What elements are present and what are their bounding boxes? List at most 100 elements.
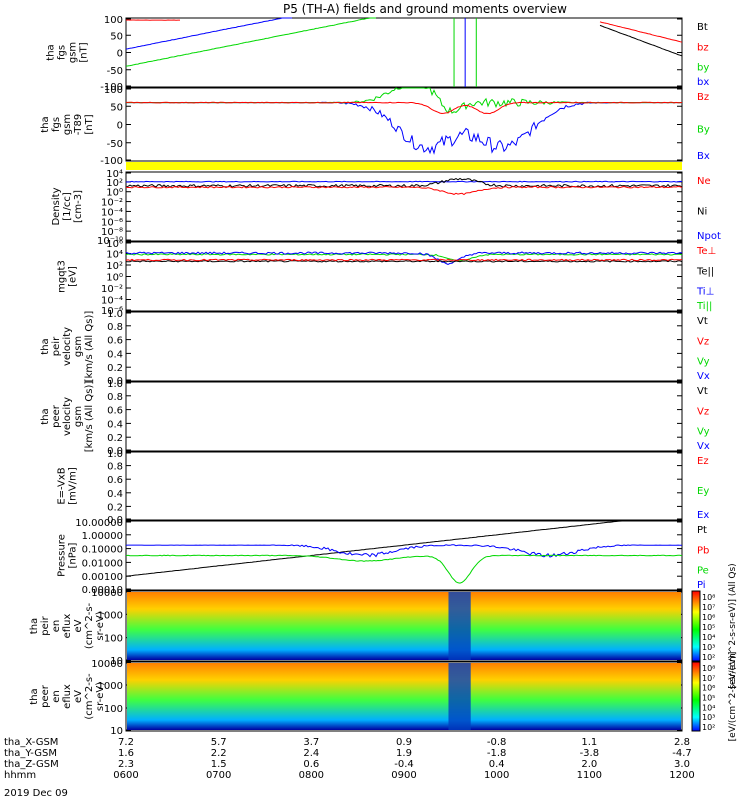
y-tick-label: 100 <box>104 634 123 645</box>
x-axis-value: 1200 <box>669 770 694 781</box>
panel-frame <box>125 311 683 382</box>
y-axis-label-line: tha <box>29 618 40 634</box>
y-axis-label-line: tha <box>40 116 51 132</box>
heatmap-fill <box>127 592 681 660</box>
y-tick-label: 50 <box>110 31 123 42</box>
x-axis-value: 5.7 <box>211 737 227 748</box>
series-bx <box>125 17 292 50</box>
x-axis-value: 7.2 <box>118 737 134 748</box>
x-axis-row-label: tha_X-GSM <box>4 737 58 748</box>
panel-2: tha fgs gsm -T89 [nT] 100 50 0 -50 -100 Bz By Bx <box>40 85 710 170</box>
y-tick-label: 10² <box>106 261 123 272</box>
y-tick-label: -100 <box>100 82 123 93</box>
legend-entry: Ti|| <box>696 301 712 312</box>
colorbar-tick-label: 10⁷ <box>702 603 715 612</box>
y-tick-label: 10⁻² <box>101 198 123 209</box>
x-axis-value: 1.9 <box>396 748 412 759</box>
legend-entry: Ni <box>697 207 707 218</box>
y-axis-label-line: gsm <box>68 42 79 63</box>
y-tick-label: 1000 <box>98 681 123 692</box>
x-axis-value: -0.8 <box>487 737 507 748</box>
y-tick-label: 0.6 <box>107 336 123 347</box>
y-tick-label: 10⁻² <box>101 284 123 295</box>
legend-entry: Ti⊥ <box>696 287 714 298</box>
y-axis-label-line: gsm <box>73 406 84 427</box>
colorbar <box>691 590 701 662</box>
x-axis-value: 1100 <box>577 770 602 781</box>
series-Pi <box>125 544 682 558</box>
x-axis-value: 0800 <box>299 770 324 781</box>
x-axis-value: -1.8 <box>487 748 507 759</box>
legend-entry: Ey <box>697 486 709 497</box>
x-axis-value: 3.7 <box>303 737 319 748</box>
y-tick-label: 0.6 <box>107 406 123 417</box>
y-tick-label: 0.6 <box>107 475 123 486</box>
x-axis-value: 0.4 <box>489 759 505 770</box>
y-axis-label-line: eflux <box>62 684 73 709</box>
series-Bz <box>126 101 683 115</box>
y-axis-label-line: eV <box>73 619 84 632</box>
colorbar <box>691 661 701 732</box>
x-axis-value: 2.8 <box>674 737 690 748</box>
series-bt <box>599 24 683 57</box>
legend-entry: by <box>697 63 709 74</box>
panel-8: Pressure [nPa]10.000001.000000.100000.010… <box>57 518 710 596</box>
y-tick-label: 0.10000 <box>82 545 123 556</box>
y-axis-label-line: [cm-3] <box>73 190 84 223</box>
y-tick-label: 10⁻⁶ <box>101 306 123 317</box>
legend-entry: Vz <box>697 406 709 417</box>
y-tick-label: 10000 <box>91 659 123 670</box>
legend-entry: bz <box>697 42 709 53</box>
date-label: 2019 Dec 09 <box>4 788 68 799</box>
y-axis-label-line: Pressure <box>57 534 68 577</box>
figure-title: P5 (TH-A) fields and ground moments over… <box>283 2 567 16</box>
y-tick-label: 0.4 <box>107 489 123 500</box>
y-tick-label: 0 <box>117 49 123 60</box>
y-axis-label-line: sr-eV) <box>95 682 106 711</box>
y-tick-label: 0.4 <box>107 349 123 360</box>
y-tick-label: 10 <box>110 656 123 667</box>
series-Ti-perp <box>125 251 683 265</box>
series-By <box>126 87 682 114</box>
y-tick-label: 1.0 <box>107 379 123 390</box>
y-axis-label-line: velocity <box>62 397 73 436</box>
y-axis-label-line: [km/s (All Qs)] <box>84 311 95 383</box>
colorbar-tick-label: 10⁶ <box>702 613 715 622</box>
y-axis-label-line: tha <box>29 688 40 704</box>
y-axis-label-line: -T89 <box>73 114 84 136</box>
legend-entry: Ez <box>697 456 709 467</box>
legend-entry: Vx <box>697 371 710 382</box>
y-tick-label: 50 <box>110 102 123 113</box>
y-tick-label: 0.2 <box>107 433 123 444</box>
x-axis-value: -0.4 <box>394 759 414 770</box>
y-axis-label-line: tha <box>40 408 51 424</box>
x-axis-row-label: hhmm <box>4 770 36 781</box>
series-Ni <box>125 177 683 189</box>
y-tick-label: 0.8 <box>107 322 123 333</box>
heatmap-band <box>448 592 471 660</box>
x-axis-value: 2.4 <box>303 748 319 759</box>
legend-entry: Vt <box>697 316 708 327</box>
panel-frame <box>125 17 683 88</box>
x-axis-value: 2.0 <box>581 759 597 770</box>
y-tick-label: 100 <box>104 85 123 96</box>
y-axis-label-line: sr-eV) <box>95 611 106 640</box>
y-axis-label-line: [nPa] <box>68 542 79 568</box>
y-axis-label-line: [mV/m] <box>68 467 79 505</box>
y-axis-label-line: [km/s (All Qs)] <box>84 381 95 453</box>
y-axis-label-line: tha <box>40 338 51 354</box>
legend-entry: Bz <box>697 92 709 103</box>
panel-6: tha peer velocity gsm [km/s (All Qs)] 1.0 0.8 0… <box>40 379 710 457</box>
y-tick-label: 0.00100 <box>82 572 123 583</box>
legend-entry: Bx <box>697 151 710 162</box>
y-tick-label: 10⁻⁴ <box>101 296 123 307</box>
colorbar-tick-label: 10⁴ <box>702 633 715 642</box>
x-axis-value: 2.3 <box>118 759 134 770</box>
legend-entry: Te⊥ <box>696 246 716 257</box>
x-axis-value: 0.9 <box>396 737 412 748</box>
y-tick-label: 0.00010 <box>82 585 123 596</box>
y-axis-label-line: fgs <box>51 117 62 132</box>
y-tick-label: -100 <box>100 156 123 167</box>
y-axis-label-line: eV <box>73 690 84 703</box>
